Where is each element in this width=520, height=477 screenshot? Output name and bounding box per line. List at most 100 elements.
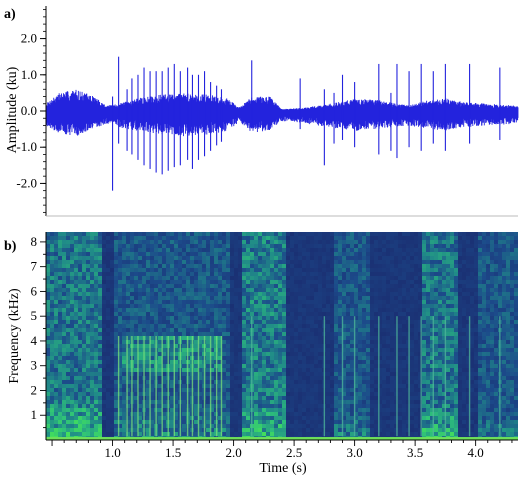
spectrogram-cell [254, 272, 258, 276]
spectrogram-cell [50, 428, 54, 432]
spectrogram-cell [234, 296, 238, 300]
spectrogram-cell [90, 320, 94, 324]
spectrogram-cell [414, 300, 418, 304]
spectrogram-cell [314, 416, 318, 420]
spectrogram-cell [198, 284, 202, 288]
spectrogram-cell [198, 364, 202, 368]
spectrogram-cell [206, 412, 210, 416]
spectrogram-cell [126, 248, 130, 252]
spectrogram-cell [326, 356, 330, 360]
spectrogram-cell [326, 272, 330, 276]
spectrogram-cell [338, 340, 342, 344]
spectrogram-cell [374, 316, 378, 320]
spectrogram-cell [322, 308, 326, 312]
spectrogram-cell [110, 344, 114, 348]
spectrogram-cell [114, 288, 118, 292]
spectrogram-cell [150, 384, 154, 388]
spectrogram-cell [74, 260, 78, 264]
spectrogram-cell [414, 380, 418, 384]
spectrogram-cell [226, 300, 230, 304]
spectrogram-cell [282, 304, 286, 308]
spectrogram-cell [354, 372, 358, 376]
spectrogram-cell [62, 300, 66, 304]
spectrogram-cell [58, 276, 62, 280]
spectrogram-cell [314, 364, 318, 368]
spectrogram-cell [210, 356, 214, 360]
spectrogram-cell [182, 288, 186, 292]
spectrogram-cell [358, 372, 362, 376]
spectrogram-cell [234, 236, 238, 240]
spectrogram-cell [294, 288, 298, 292]
spectrogram-cell [322, 248, 326, 252]
spectrogram-cell [102, 248, 106, 252]
spectrogram-cell [350, 328, 354, 332]
spectrogram-cell [186, 244, 190, 248]
spectrogram-cell [238, 428, 242, 432]
spectrogram-cell [358, 240, 362, 244]
spectrogram-cell [106, 404, 110, 408]
spectrogram-cell [82, 368, 86, 372]
spectrogram-cell [150, 408, 154, 412]
spectrogram-cell [386, 332, 390, 336]
spectrogram-cell [46, 372, 50, 376]
spectrogram-cell [374, 288, 378, 292]
spectrogram-cell [174, 332, 178, 336]
spectrogram-cell [386, 320, 390, 324]
spectrogram-cell [174, 308, 178, 312]
spectrogram-cell [326, 420, 330, 424]
spectrogram-cell [58, 360, 62, 364]
spectrogram-cell [126, 420, 130, 424]
spectrogram-cell [138, 276, 142, 280]
spectrogram-cell [66, 272, 70, 276]
spectrogram-cell [122, 272, 126, 276]
spectrogram-cell [362, 368, 366, 372]
spectrogram-cell [346, 296, 350, 300]
spectrogram-cell [350, 336, 354, 340]
spectrogram-cell [130, 280, 134, 284]
spectrogram-cell [358, 412, 362, 416]
spectrogram-cell [338, 328, 342, 332]
spectrogram-cell [302, 260, 306, 264]
spectrogram-cell [150, 396, 154, 400]
spectrogram-cell [294, 296, 298, 300]
spectrogram-cell [278, 320, 282, 324]
spectrogram-cell [114, 260, 118, 264]
spectrogram-cell [178, 328, 182, 332]
spectrogram-cell [94, 248, 98, 252]
spectrogram-cell [242, 264, 246, 268]
spectrogram-cell [46, 348, 50, 352]
spectrogram-cell [274, 432, 278, 436]
spectrogram-cell [226, 236, 230, 240]
spectrogram-cell [146, 432, 150, 436]
spectrogram-cell [106, 320, 110, 324]
spectrogram-cell [138, 384, 142, 388]
spectrogram-cell [222, 408, 226, 412]
spectrogram-cell [334, 420, 338, 424]
spectrogram-cell [70, 304, 74, 308]
spectrogram-cell [182, 392, 186, 396]
spectrogram-cell [218, 256, 222, 260]
spectrogram-cell [194, 264, 198, 268]
spectrogram-cell [54, 364, 58, 368]
spectrogram-cell [126, 312, 130, 316]
spectrogram-cell [306, 408, 310, 412]
spectrogram-cell [258, 360, 262, 364]
spectrogram-cell [266, 360, 270, 364]
spectrogram-cell [198, 292, 202, 296]
spectrogram-cell [82, 352, 86, 356]
spectrogram-cell [382, 420, 386, 424]
spectrogram-cell [74, 392, 78, 396]
spectrogram-cell [90, 376, 94, 380]
spectrogram-cell [226, 324, 230, 328]
spectrogram-cell [374, 304, 378, 308]
spectrogram-cell [222, 268, 226, 272]
spectrogram-cell [250, 232, 254, 236]
spectrogram-cell [294, 304, 298, 308]
spectrogram-cell [290, 272, 294, 276]
spectrogram-cell [422, 336, 426, 340]
spectrogram-cell [110, 264, 114, 268]
spectrogram-cell [358, 388, 362, 392]
spectrogram-cell [194, 336, 198, 340]
spectrogram-cell [78, 280, 82, 284]
spectrogram-cell [222, 308, 226, 312]
